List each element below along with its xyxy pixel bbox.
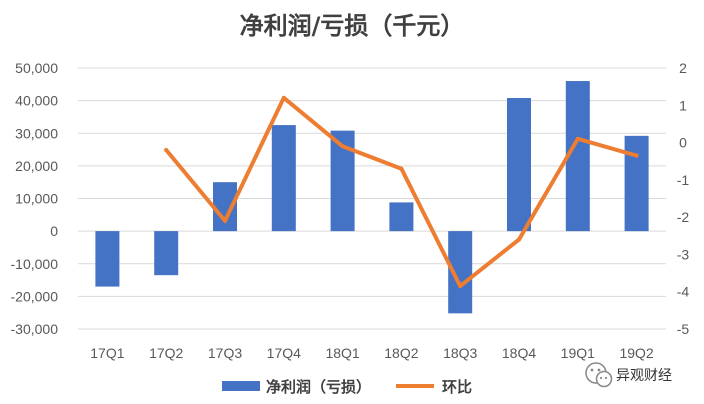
legend-swatch-bar — [222, 381, 260, 391]
line-point — [517, 237, 521, 242]
line-series — [164, 95, 639, 289]
line-point — [634, 153, 639, 158]
legend-label-bar: 净利润（亏损） — [266, 378, 371, 396]
y-left-tick-label: -20,000 — [11, 288, 59, 304]
y-right-tick-label: -1 — [677, 172, 690, 188]
x-tick-label: 18Q4 — [502, 345, 536, 361]
y-left-tick-label: 0 — [50, 223, 58, 239]
y-right-tick-label: -3 — [677, 246, 690, 262]
y-left-tick-label: 10,000 — [15, 191, 58, 207]
x-tick-label: 18Q2 — [384, 345, 418, 361]
line-point — [458, 284, 463, 289]
line-point — [340, 144, 345, 149]
y-right-tick-label: 2 — [679, 60, 687, 76]
y-right-tick-label: 0 — [679, 135, 687, 151]
x-tick-label: 19Q2 — [619, 345, 653, 361]
x-tick-label: 18Q3 — [443, 345, 477, 361]
watermark: 异观财经 — [585, 362, 672, 388]
x-tick-label: 17Q3 — [208, 345, 242, 361]
line-point — [575, 136, 580, 141]
x-tick-label: 19Q1 — [561, 345, 595, 361]
bar — [154, 231, 179, 276]
x-tick-label: 18Q1 — [325, 345, 359, 361]
line-point — [164, 148, 169, 153]
y-left-tick-label: 20,000 — [15, 158, 58, 174]
bar — [271, 125, 296, 232]
x-tick-label: 17Q2 — [149, 345, 183, 361]
y-left-tick-label: 50,000 — [15, 60, 58, 76]
y-right-tick-label: -5 — [677, 321, 690, 337]
chart-title: 净利润/亏损（千元） — [239, 12, 465, 40]
x-tick-label: 17Q1 — [90, 345, 124, 361]
x-axis-ticks: 17Q1 17Q2 17Q3 17Q4 18Q1 18Q2 18Q3 18Q4 19Q1 19Q2 — [90, 345, 654, 361]
line-point — [399, 166, 404, 171]
bar — [507, 98, 531, 232]
wechat-icon — [585, 362, 613, 388]
watermark-text: 异观财经 — [616, 368, 672, 384]
y-left-tick-label: 30,000 — [15, 125, 58, 141]
x-tick-label: 17Q4 — [267, 345, 301, 361]
bar — [95, 231, 120, 287]
y-right-tick-label: -4 — [677, 284, 690, 300]
y-left-tick-label: -30,000 — [11, 321, 59, 337]
y-right-tick-label: -2 — [677, 209, 690, 225]
y-right-tick-label: 1 — [679, 97, 687, 113]
right-axis-ticks: -5 -4 -3 -2 -1 0 1 2 — [677, 60, 690, 337]
bar-series — [95, 81, 649, 314]
line-point — [281, 95, 286, 100]
legend-label-line: 环比 — [442, 378, 472, 396]
legend: 净利润（亏损） 环比 — [222, 378, 472, 396]
line-point — [223, 218, 227, 223]
y-left-tick-label: 40,000 — [15, 93, 58, 109]
bar — [624, 135, 649, 232]
bar — [389, 202, 414, 232]
y-left-tick-label: -10,000 — [11, 256, 59, 272]
left-axis-ticks: -30,000 -20,000 -10,000 0 10,000 20,000 30,000… — [11, 60, 59, 337]
